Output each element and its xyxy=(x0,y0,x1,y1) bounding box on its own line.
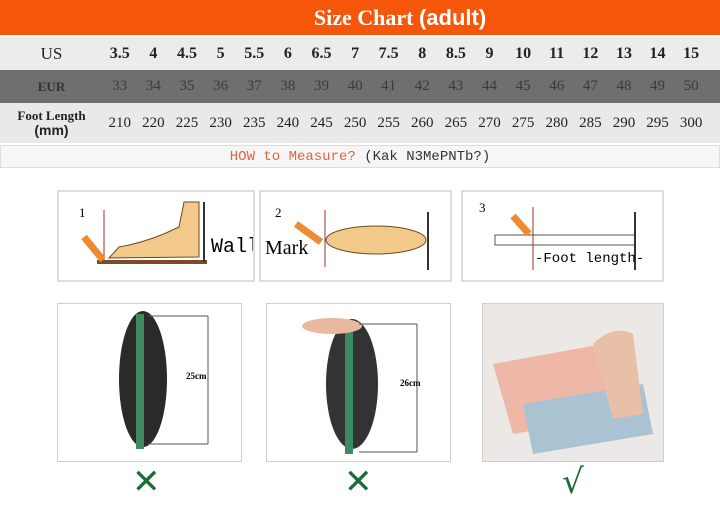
size-cell: 240 xyxy=(276,114,300,131)
size-cell: 8.5 xyxy=(445,44,466,62)
check-icon: √ xyxy=(562,462,584,502)
size-cell: 5.5 xyxy=(244,44,265,62)
size-cell: 12 xyxy=(582,44,599,62)
size-cell: 5 xyxy=(216,44,225,62)
size-cell: 250 xyxy=(343,114,367,131)
size-cell: 37 xyxy=(246,78,262,94)
photo-foot-measurer xyxy=(482,303,664,462)
size-cell: 220 xyxy=(142,114,165,131)
wall-label: Wall xyxy=(211,236,253,259)
size-cell: 43 xyxy=(448,78,464,94)
cross-icon: ✕ xyxy=(132,462,161,502)
size-cell: 14 xyxy=(649,44,666,62)
size-cell: 260 xyxy=(411,114,434,131)
cross-icon: ✕ xyxy=(344,462,373,502)
insole-photo: 25cm xyxy=(119,311,209,449)
foot-length-text: Foot Length xyxy=(17,108,86,123)
photo-insole-1: 25cm xyxy=(57,303,242,462)
size-cell: 50 xyxy=(683,78,699,94)
sole-photo: 26cm xyxy=(302,318,421,454)
title-sub: (adult) xyxy=(418,5,487,30)
size-cell: 210 xyxy=(108,114,132,131)
step-2-panel: 2 Mark xyxy=(259,190,452,282)
size-cell: 230 xyxy=(209,114,232,131)
eur-label: EUR xyxy=(37,78,66,94)
size-cell: 6 xyxy=(283,44,292,62)
size-cell: 7.5 xyxy=(378,44,399,62)
step-number: 1 xyxy=(79,205,86,220)
size-cell: 235 xyxy=(242,114,266,131)
size-cell: 41 xyxy=(381,78,397,94)
photo-shoe-sole: 26cm xyxy=(266,303,451,462)
step-1-panel: 1 Wall xyxy=(57,190,259,282)
size-cell: 44 xyxy=(482,78,497,94)
size-cell: 48 xyxy=(616,78,632,94)
foot-length-label: -Foot length- xyxy=(535,251,644,267)
size-cell: 34 xyxy=(145,78,161,94)
mark-label: Mark xyxy=(265,237,308,259)
size-cell: 33 xyxy=(112,78,128,94)
step-number: 2 xyxy=(275,205,282,220)
size-cell: 6.5 xyxy=(311,44,332,62)
size-cell: 35 xyxy=(179,78,195,94)
size-cell: 280 xyxy=(545,114,568,131)
size-cell: 290 xyxy=(612,114,636,131)
measure-25cm: 25cm xyxy=(186,371,207,381)
measure-26cm: 26cm xyxy=(400,378,421,388)
eur-row: EUR 33 34 35 36 37 38 39 40 41 42 43 44 45 46 47 48 49 50 xyxy=(0,70,720,103)
ruler-illustration: 3 -Foot length- xyxy=(479,200,644,270)
size-chart-title: Size Chart (adult) xyxy=(0,0,720,35)
size-cell: 270 xyxy=(478,114,501,131)
us-label: US xyxy=(40,43,63,63)
how-to-measure: HOW to Measure? (Kak N3MePNTb?) xyxy=(0,145,720,168)
size-cell: 265 xyxy=(444,114,468,131)
size-cell: 4.5 xyxy=(177,44,198,62)
size-cell: 36 xyxy=(213,78,229,94)
foot-length-unit: (mm) xyxy=(34,122,69,138)
measure-translation: (Kak N3MePNTb?) xyxy=(364,149,491,165)
foot-length-row: Foot Length (mm) 210 220 225 230 235 240 245 250 2… xyxy=(0,103,720,143)
size-cell: 13 xyxy=(615,44,632,62)
size-cell: 9 xyxy=(485,44,494,62)
step-number: 3 xyxy=(479,200,486,215)
size-cell: 285 xyxy=(579,114,602,131)
size-cell: 255 xyxy=(377,114,400,131)
us-row: US 3.5 4 4.5 5 5.5 6 6.5 7 7.5 8 8.5 9 10 11 12 13 14 15 xyxy=(0,37,720,70)
foot-measure-photo xyxy=(493,330,653,454)
size-cell: 42 xyxy=(414,78,430,94)
size-cell: 46 xyxy=(549,78,565,94)
us-cells: 3.5 4 4.5 5 5.5 6 6.5 7 7.5 8 8.5 9 10 11 12 13 14 15 xyxy=(103,45,708,63)
size-cell: 40 xyxy=(347,78,363,94)
size-cell: 4 xyxy=(149,44,158,62)
title-main: Size Chart xyxy=(313,5,414,30)
size-cell: 295 xyxy=(646,114,669,131)
size-cell: 38 xyxy=(280,78,296,94)
step-3-panel: 3 -Foot length- xyxy=(461,190,664,282)
size-cell: 225 xyxy=(175,114,199,131)
size-cell: 15 xyxy=(683,44,700,62)
foot-against-wall-illustration: 1 Wall xyxy=(79,201,259,264)
size-cell: 10 xyxy=(515,44,532,62)
size-cell: 45 xyxy=(515,78,531,94)
size-cell: 11 xyxy=(549,44,565,62)
size-cell: 3.5 xyxy=(109,44,130,62)
foot-cells: 210 220 225 230 235 240 245 250 255 260 265 270 275 2… xyxy=(103,115,708,132)
eur-cells: 33 34 35 36 37 38 39 40 41 42 43 44 45 46 47 48 49 50 xyxy=(103,78,708,95)
size-cell: 39 xyxy=(313,78,329,94)
size-cell: 275 xyxy=(511,114,535,131)
measure-question: HOW to Measure? xyxy=(229,149,356,165)
foot-length-label: Foot Length (mm) xyxy=(0,108,103,138)
size-cell: 7 xyxy=(351,44,360,62)
size-cell: 47 xyxy=(582,78,598,94)
size-cell: 8 xyxy=(418,44,427,62)
size-cell: 245 xyxy=(310,114,333,131)
size-cell: 49 xyxy=(650,78,666,94)
mark-toe-illustration: 2 Mark xyxy=(265,205,429,270)
size-cell: 300 xyxy=(679,114,703,131)
